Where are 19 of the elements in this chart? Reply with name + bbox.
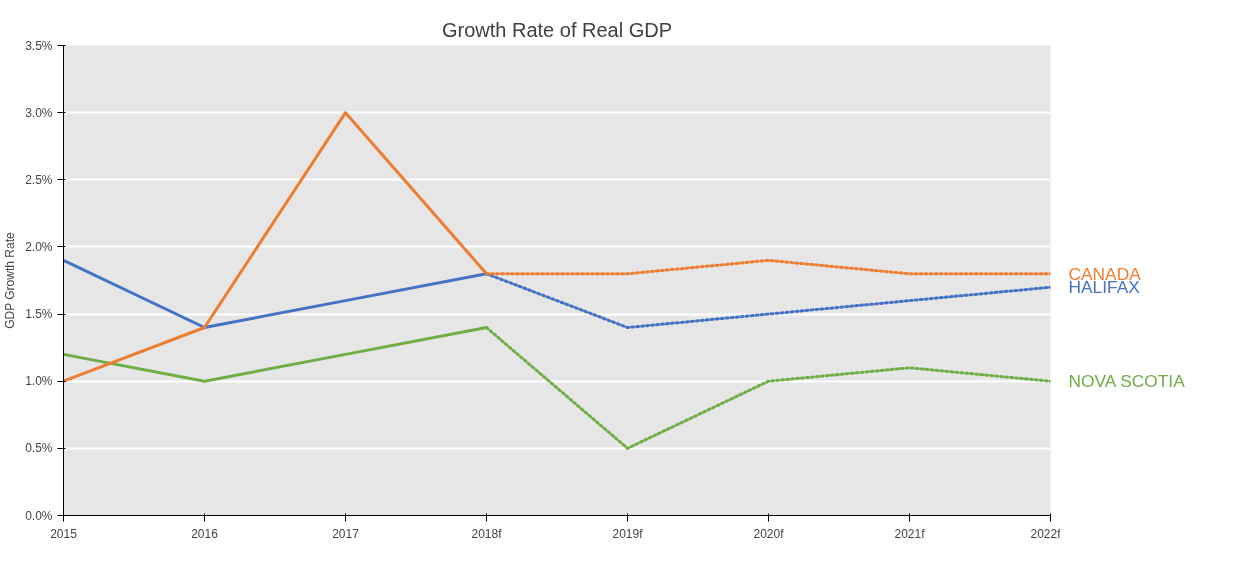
x-tick-label: 2016: [191, 526, 219, 541]
y-tick-label: 1.0%: [25, 374, 53, 389]
x-tick-label: 2020f: [753, 526, 785, 541]
x-tick-label: 2019f: [612, 526, 644, 541]
y-tick-label: 3.0%: [25, 105, 53, 120]
x-tick-label: 2018f: [471, 526, 503, 541]
y-tick-label: 0.0%: [25, 508, 53, 523]
series-label: NOVA SCOTIA: [1068, 371, 1186, 392]
y-tick-label: 3.5%: [25, 38, 53, 53]
x-tick-label: 2022f: [1030, 526, 1062, 541]
y-tick-label: 0.5%: [25, 441, 53, 456]
y-tick-label: 1.5%: [25, 307, 53, 322]
x-tick-label: 2021f: [894, 526, 926, 541]
chart-title: Growth Rate of Real GDP: [441, 18, 673, 41]
x-tick-label: 2015: [50, 526, 78, 541]
x-tick-label: 2017: [332, 526, 360, 541]
y-tick-label: 2.0%: [25, 239, 53, 254]
y-tick-label: 2.5%: [25, 172, 53, 187]
y-axis-title: GDP Growth Rate: [3, 232, 18, 329]
